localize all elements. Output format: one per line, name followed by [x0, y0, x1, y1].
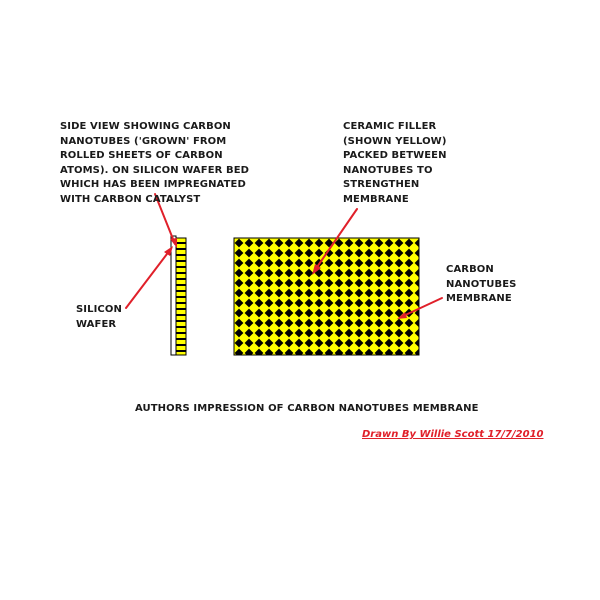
membrane-grid [233, 237, 420, 356]
diagram-caption: AUTHORS IMPRESSION OF CARBON NANOTUBES M… [135, 403, 479, 414]
side-view [170, 235, 187, 356]
arrow-silicon-wafer-head [164, 246, 173, 256]
arrow-ceramic-filler [314, 208, 358, 271]
pointer-arrows [125, 193, 443, 319]
arrow-membrane [400, 297, 443, 318]
arrow-ceramic-filler-head [312, 264, 321, 275]
silicon-wafer-label: SILICON WAFER [76, 304, 122, 330]
membrane-label: CARBON NANOTUBES MEMBRANE [446, 264, 517, 305]
author-credit: Drawn By Willie Scott 17/7/2010 [362, 429, 544, 440]
arrow-membrane-head [397, 312, 407, 319]
arrow-silicon-wafer [125, 249, 171, 309]
side-view-label: SIDE VIEW SHOWING CARBON NANOTUBES ('GRO… [60, 121, 250, 205]
arrow-side-view-head [170, 238, 177, 248]
silicon-wafer [170, 235, 177, 356]
arrow-side-view [154, 193, 176, 245]
ceramic-filler-label: CERAMIC FILLER (SHOWN YELLOW) PACKED BET… [343, 121, 447, 205]
nanotube-side-layer [175, 237, 187, 356]
